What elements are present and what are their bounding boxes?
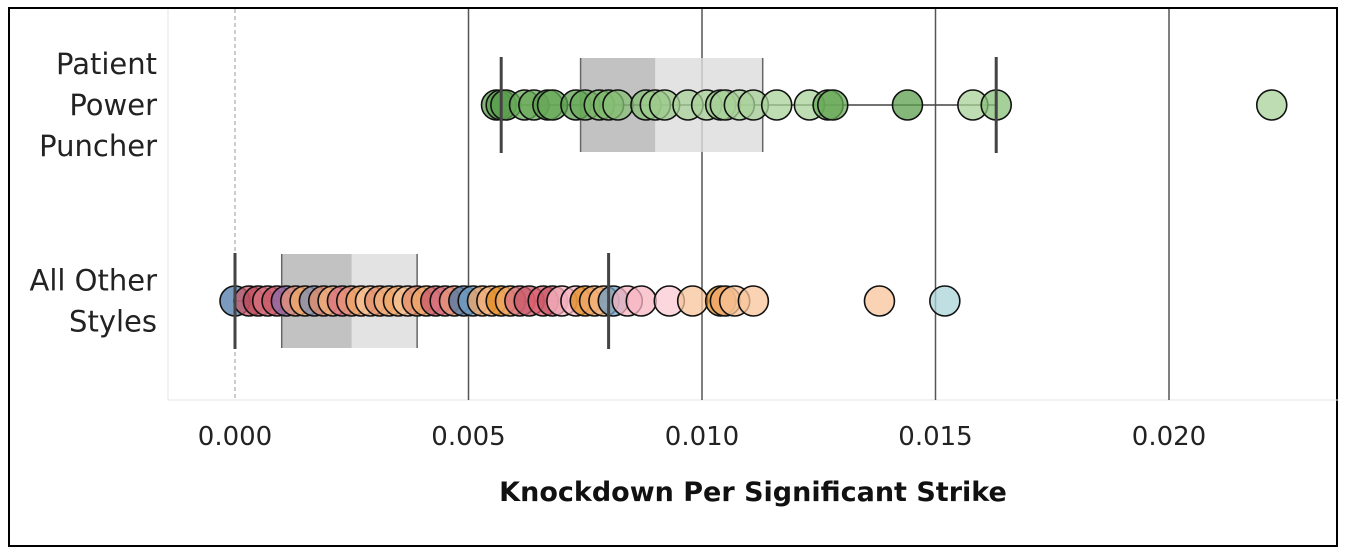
x-tick-label: 0.015: [898, 422, 972, 452]
data-point: [676, 285, 709, 317]
data-point: [760, 89, 793, 121]
data-point: [863, 285, 896, 317]
data-point: [891, 89, 924, 121]
x-axis-title: Knockdown Per Significant Strike: [499, 477, 1007, 508]
x-tick-label: 0.010: [665, 422, 739, 452]
category-label: All Other: [29, 264, 157, 298]
data-point: [816, 89, 849, 121]
data-point: [625, 285, 658, 317]
data-point: [737, 285, 770, 317]
category-label: Patient: [56, 47, 157, 81]
category-label: Styles: [69, 305, 157, 339]
data-point: [929, 285, 961, 317]
category-label: Power: [69, 88, 157, 122]
x-tick-label: 0.005: [431, 422, 505, 452]
data-point: [1255, 89, 1288, 121]
x-tick-label: 0.020: [1132, 422, 1206, 452]
data-point: [602, 89, 634, 121]
category-label: Puncher: [39, 129, 157, 163]
x-tick-label: 0.000: [198, 422, 272, 452]
